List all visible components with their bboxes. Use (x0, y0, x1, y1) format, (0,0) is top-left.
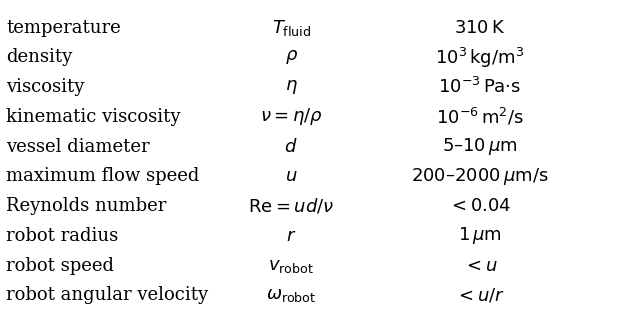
Text: viscosity: viscosity (6, 78, 84, 96)
Text: $\nu = \eta/\rho$: $\nu = \eta/\rho$ (260, 106, 323, 128)
Text: $T_{\mathrm{fluid}}$: $T_{\mathrm{fluid}}$ (271, 18, 311, 38)
Text: $u$: $u$ (285, 167, 298, 185)
Text: kinematic viscosity: kinematic viscosity (6, 108, 181, 126)
Text: $v_{\mathrm{robot}}$: $v_{\mathrm{robot}}$ (268, 256, 314, 275)
Text: $\mathrm{Re} = ud/\nu$: $\mathrm{Re} = ud/\nu$ (248, 197, 334, 215)
Text: $1\,\mu\mathrm{m}$: $1\,\mu\mathrm{m}$ (458, 225, 502, 246)
Text: $10^{-6}\,\mathrm{m^{2}/s}$: $10^{-6}\,\mathrm{m^{2}/s}$ (436, 106, 524, 128)
Text: $\omega_{\mathrm{robot}}$: $\omega_{\mathrm{robot}}$ (266, 286, 316, 304)
Text: $10^{-3}\,\mathrm{Pa {\cdot} s}$: $10^{-3}\,\mathrm{Pa {\cdot} s}$ (438, 77, 522, 97)
Text: robot angular velocity: robot angular velocity (6, 286, 209, 304)
Text: $\rho$: $\rho$ (285, 48, 298, 67)
Text: $200–2000\,\mu\mathrm{m/s}$: $200–2000\,\mu\mathrm{m/s}$ (412, 166, 548, 187)
Text: $< u/r$: $< u/r$ (455, 286, 505, 304)
Text: robot speed: robot speed (6, 256, 115, 275)
Text: $\eta$: $\eta$ (285, 78, 298, 96)
Text: $< 0.04$: $< 0.04$ (449, 197, 511, 215)
Text: $d$: $d$ (284, 138, 298, 156)
Text: $r$: $r$ (286, 227, 296, 245)
Text: robot radius: robot radius (6, 227, 118, 245)
Text: temperature: temperature (6, 19, 121, 37)
Text: $310\,\mathrm{K}$: $310\,\mathrm{K}$ (454, 19, 506, 37)
Text: Reynolds number: Reynolds number (6, 197, 167, 215)
Text: density: density (6, 48, 73, 67)
Text: maximum flow speed: maximum flow speed (6, 167, 200, 185)
Text: $< u$: $< u$ (463, 256, 497, 275)
Text: vessel diameter: vessel diameter (6, 138, 150, 156)
Text: $10^{3}\,\mathrm{kg/m^{3}}$: $10^{3}\,\mathrm{kg/m^{3}}$ (435, 46, 525, 69)
Text: $5–10\,\mu\mathrm{m}$: $5–10\,\mu\mathrm{m}$ (442, 136, 518, 157)
